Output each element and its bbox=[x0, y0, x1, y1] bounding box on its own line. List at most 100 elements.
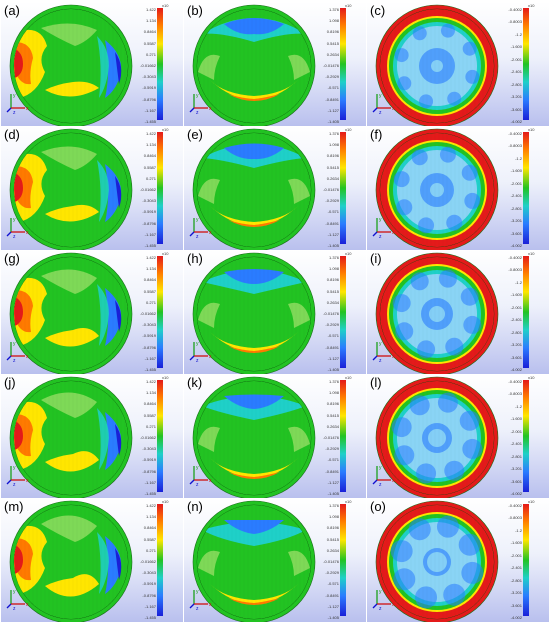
stress-map bbox=[9, 252, 133, 374]
panel-label: (n) bbox=[187, 499, 203, 514]
colorbar-ticks: -0.4002 -0.8003 -1.2 -1.600 -2.001 -2.401 -2.8… bbox=[493, 7, 523, 124]
svg-text:y: y bbox=[379, 589, 382, 595]
axis-triad: y x z bbox=[6, 93, 29, 114]
axis-triad: y x z bbox=[372, 217, 395, 238]
colorbar-tick-label: -1.167 bbox=[144, 107, 156, 113]
axis-triad: y x z bbox=[189, 341, 212, 362]
colorbar-tick-label: -0.01476 bbox=[323, 559, 339, 564]
colorbar-tick-label: -0.4002 bbox=[508, 503, 522, 508]
colorbar-tick-label: -2.001 bbox=[510, 56, 522, 62]
svg-text:y: y bbox=[13, 465, 16, 471]
colorbar-ticks: -0.4002 -0.8003 -1.2 -1.600 -2.001 -2.401 -2.8… bbox=[493, 255, 523, 372]
colorbar bbox=[523, 256, 529, 368]
panel-e: (e) x10 1.376 1.098 0.8196 0.5415 0.2634 -0.014… bbox=[184, 126, 366, 250]
panel-n: (n) x10 1.376 1.098 0.8196 0.5415 0.2634 -0.014… bbox=[184, 498, 366, 622]
colorbar-tick-label: -0.8491 bbox=[325, 592, 339, 598]
colorbar bbox=[523, 132, 529, 244]
svg-text:x: x bbox=[209, 230, 212, 236]
colorbar-tick-label: -0.01476 bbox=[323, 311, 339, 316]
colorbar-tick-label: -0.3043 bbox=[142, 446, 156, 452]
stress-map bbox=[375, 128, 499, 250]
colorbar-tick-label: 1.376 bbox=[328, 255, 339, 260]
colorbar-tick-label: 0.2634 bbox=[326, 423, 339, 429]
axis-triad: y x z bbox=[6, 217, 29, 238]
panel-label: (h) bbox=[187, 251, 203, 266]
colorbar bbox=[340, 380, 346, 492]
panel-label: (k) bbox=[187, 375, 203, 390]
colorbar-tick-label: -0.2929 bbox=[325, 446, 339, 452]
colorbar-tick-label: -0.8003 bbox=[508, 19, 522, 25]
colorbar-tick-label: -1.405 bbox=[327, 119, 339, 124]
colorbar-tick-label: -3.601 bbox=[510, 602, 522, 608]
svg-text:y: y bbox=[13, 93, 16, 99]
svg-text:z: z bbox=[196, 358, 199, 362]
colorbar-exponent: x10 bbox=[528, 3, 535, 8]
colorbar-tick-label: 0.2634 bbox=[326, 175, 339, 181]
panel-h: (h) x10 1.376 1.098 0.8196 0.5415 0.2634 -0.014… bbox=[184, 250, 366, 374]
axis-triad: y x z bbox=[189, 589, 212, 610]
colorbar-tick-label: -1.405 bbox=[327, 491, 339, 496]
svg-text:x: x bbox=[26, 106, 29, 112]
svg-text:y: y bbox=[13, 217, 16, 223]
colorbar-tick-label: -0.8796 bbox=[142, 96, 156, 102]
colorbar-tick-label: 0.5587 bbox=[143, 536, 156, 542]
colorbar-tick-label: 0.8464 bbox=[143, 401, 156, 407]
svg-text:x: x bbox=[209, 106, 212, 112]
colorbar-tick-label: -2.801 bbox=[510, 205, 522, 211]
svg-text:x: x bbox=[26, 478, 29, 484]
colorbar-ticks: 1.422 1.134 0.8464 0.5587 0.271 -0.01662 -0.30… bbox=[127, 255, 157, 372]
colorbar-tick-label: -1.455 bbox=[144, 491, 156, 496]
svg-text:x: x bbox=[392, 106, 395, 112]
colorbar-tick-label: 0.5415 bbox=[326, 164, 339, 170]
panel-k: (k) x10 1.376 1.098 0.8196 0.5415 0.2634 -0.014… bbox=[184, 374, 366, 498]
colorbar-exponent: x10 bbox=[345, 499, 352, 504]
colorbar-tick-label: -1.455 bbox=[144, 367, 156, 372]
colorbar-tick-label: -1.405 bbox=[327, 367, 339, 372]
colorbar-tick-label: -0.571 bbox=[327, 581, 339, 587]
colorbar-ticks: 1.376 1.098 0.8196 0.5415 0.2634 -0.01476 -0.2… bbox=[310, 379, 340, 496]
colorbar-tick-label: -0.01476 bbox=[323, 187, 339, 192]
colorbar-exponent: x10 bbox=[528, 251, 535, 256]
colorbar-tick-label: -1.2 bbox=[515, 31, 522, 37]
colorbar-tick-label: -0.8491 bbox=[325, 344, 339, 350]
colorbar-tick-label: -1.127 bbox=[327, 479, 339, 485]
axis-triad: y x z bbox=[189, 465, 212, 486]
colorbar-tick-label: -0.2929 bbox=[325, 198, 339, 204]
colorbar-tick-label: -2.801 bbox=[510, 329, 522, 335]
colorbar-tick-label: -2.001 bbox=[510, 304, 522, 310]
colorbar-tick-label: 1.134 bbox=[145, 266, 156, 272]
panel-o: (o) x10 -0.4002 -0.8003 -1.2 -1.600 -2.001 -2.4… bbox=[367, 498, 549, 622]
colorbar-tick-label: -1.127 bbox=[327, 355, 339, 361]
colorbar-tick-label: -0.01662 bbox=[140, 63, 156, 68]
colorbar-tick-label: -2.001 bbox=[510, 428, 522, 434]
colorbar-tick-label: 1.134 bbox=[145, 18, 156, 24]
colorbar-tick-label: -0.01476 bbox=[323, 63, 339, 68]
panel-a: (a) x10 1.422 1.134 0.8464 0.5587 0.271 -0.0166… bbox=[1, 2, 183, 126]
colorbar bbox=[157, 380, 163, 492]
colorbar-tick-label: -3.201 bbox=[510, 342, 522, 348]
panel-label: (e) bbox=[187, 127, 203, 142]
colorbar-tick-label: -0.3043 bbox=[142, 74, 156, 80]
colorbar-tick-label: -0.8003 bbox=[508, 143, 522, 149]
colorbar-tick-label: -2.801 bbox=[510, 577, 522, 583]
stress-map bbox=[9, 376, 133, 498]
colorbar-tick-label: 1.422 bbox=[145, 503, 156, 508]
panel-f: (f) x10 -0.4002 -0.8003 -1.2 -1.600 -2.001 -2.4… bbox=[367, 126, 549, 250]
colorbar-tick-label: -2.401 bbox=[510, 441, 522, 447]
colorbar-tick-label: 0.5415 bbox=[326, 40, 339, 46]
colorbar-tick-label: -0.5919 bbox=[142, 457, 156, 463]
colorbar-tick-label: 0.8464 bbox=[143, 277, 156, 283]
svg-text:z: z bbox=[379, 110, 382, 114]
colorbar-tick-label: -0.3043 bbox=[142, 322, 156, 328]
stress-map bbox=[375, 4, 499, 126]
colorbar-tick-label: -1.167 bbox=[144, 355, 156, 361]
panel-label: (g) bbox=[4, 251, 20, 266]
colorbar-tick-label: 1.098 bbox=[328, 18, 339, 24]
colorbar-tick-label: -2.401 bbox=[510, 69, 522, 75]
stress-map bbox=[375, 252, 499, 374]
axis-triad: y x z bbox=[372, 465, 395, 486]
colorbar-tick-label: -0.01662 bbox=[140, 187, 156, 192]
svg-text:z: z bbox=[13, 606, 16, 610]
colorbar-tick-label: -0.8796 bbox=[142, 220, 156, 226]
colorbar-tick-label: 1.376 bbox=[328, 131, 339, 136]
